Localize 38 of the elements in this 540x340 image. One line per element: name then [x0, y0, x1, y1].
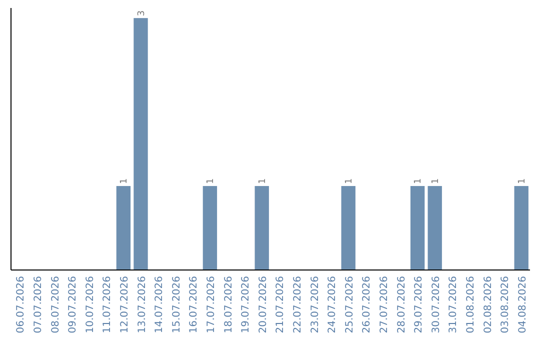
x-tick-label: 30.07.2026 — [430, 276, 442, 334]
data-label: 1 — [119, 178, 130, 184]
x-tick-label: 17.07.2026 — [206, 276, 217, 334]
data-label: 3 — [136, 10, 147, 16]
x-tick-label: 23.07.2026 — [310, 276, 321, 334]
data-label: 1 — [206, 178, 216, 184]
x-tick-label: 29.07.2026 — [414, 276, 425, 334]
x-tick-label: 01.08.2026 — [465, 276, 476, 334]
x-tick-label: 08.07.2026 — [50, 276, 62, 334]
x-tick-label: 10.07.2026 — [84, 276, 96, 334]
x-tick-label: 15.07.2026 — [171, 276, 182, 334]
x-tick-label: 18.07.2026 — [223, 276, 234, 334]
x-tick-label: 28.07.2026 — [396, 276, 408, 334]
data-label: 1 — [430, 178, 441, 184]
x-tick-label: 07.07.2026 — [32, 276, 44, 334]
x-tick-label: 26.07.2026 — [362, 276, 373, 334]
x-tick-label: 11.07.2026 — [102, 276, 114, 334]
x-tick-label: 25.07.2026 — [344, 276, 356, 334]
x-tick-label: 14.07.2026 — [154, 276, 166, 334]
x-tick-label: 22.07.2026 — [292, 276, 304, 334]
data-label: 1 — [414, 178, 424, 184]
data-label: 1 — [517, 178, 528, 184]
x-tick-label: 19.07.2026 — [240, 276, 252, 334]
x-tick-label: 09.07.2026 — [68, 276, 79, 334]
x-tick-label: 06.07.2026 — [16, 276, 27, 334]
x-tick-label: 02.08.2026 — [482, 276, 494, 334]
x-tick-label: 24.07.2026 — [327, 276, 338, 334]
x-tick-label: 16.07.2026 — [188, 276, 200, 334]
x-tick-label: 20.07.2026 — [258, 276, 269, 334]
data-label: 1 — [344, 178, 354, 184]
x-tick-label: 27.07.2026 — [378, 276, 390, 334]
data-label: 1 — [258, 178, 268, 184]
x-tick-label: 04.08.2026 — [517, 276, 528, 334]
x-tick-label: 31.07.2026 — [448, 276, 460, 334]
x-tick-label: 21.07.2026 — [275, 276, 286, 334]
x-tick-label: 12.07.2026 — [119, 276, 130, 334]
x-tick-label: 03.08.2026 — [500, 276, 512, 334]
x-tick-label: 13.07.2026 — [136, 276, 148, 334]
